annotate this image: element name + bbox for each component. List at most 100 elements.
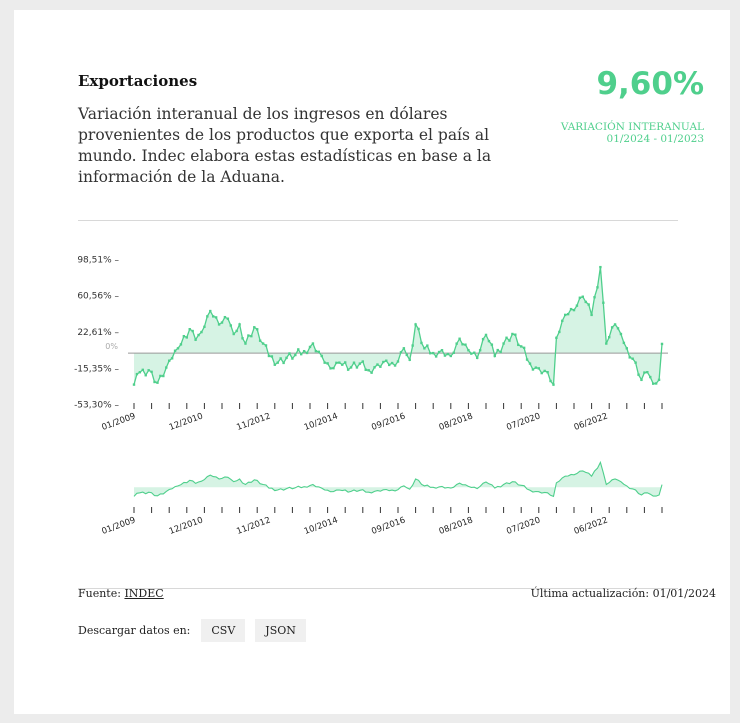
data-point [220,321,224,324]
data-point [487,339,491,343]
data-point [596,286,599,289]
data-point [232,332,235,336]
brush-tick-label: 08/2018 [438,515,475,536]
x-tick-label: 01/2009 [100,411,137,432]
data-point [508,339,511,342]
data-point [478,349,482,352]
csv-button[interactable]: CSV [201,619,246,642]
data-point [349,366,353,369]
data-point [173,349,177,352]
data-point [396,360,400,363]
data-point [150,370,153,374]
brush-tick-label: 10/2014 [303,515,340,536]
data-point [291,357,294,360]
brush-tick-label: 01/2009 [100,515,137,536]
data-point [549,379,552,383]
last-updated: Última actualización: 01/01/2024 [530,587,716,600]
data-point [493,354,496,358]
data-point [159,374,162,378]
area-fill [134,267,662,385]
data-point [464,343,467,346]
data-point [657,378,661,382]
data-point [294,353,297,357]
data-point [200,330,203,334]
data-point [511,332,514,336]
data-point [429,352,432,355]
data-point [185,336,188,339]
data-point [420,341,423,345]
data-point [288,352,291,355]
data-point [226,317,230,320]
data-point [654,382,658,385]
data-point [223,315,227,319]
data-point [578,296,582,299]
data-point [569,307,573,311]
data-point [525,358,529,361]
data-point [443,354,447,357]
data-point [311,342,315,345]
data-point [179,343,183,346]
data-point [329,367,332,370]
source-link[interactable]: INDEC [124,587,164,600]
data-point [229,324,232,327]
data-point [555,336,558,340]
data-point [534,366,538,369]
data-point [194,338,197,341]
data-point [640,378,643,382]
brush-chart[interactable]: 01/2009 12/2010 11/2012 10/2014 09/2016 08/20… [0,460,740,540]
data-point [279,357,282,360]
data-point [338,361,341,364]
data-point [247,334,250,337]
data-point [616,327,620,330]
chart-description: Variación interanual de los ingresos en … [78,105,492,186]
data-point [461,343,464,346]
data-point [297,348,300,351]
data-point [341,363,344,366]
data-point [285,356,288,360]
data-point [197,333,200,337]
data-point [379,365,382,368]
data-point [323,361,326,364]
data-point [440,349,444,352]
data-point [241,337,244,340]
source: Fuente: INDEC [78,587,164,600]
data-point [267,354,271,358]
y-tick-label: 22,61% – [77,328,119,338]
data-point [326,362,329,365]
json-button[interactable]: JSON [255,619,306,642]
data-point [496,348,499,352]
data-point [141,368,144,372]
data-point [235,329,238,333]
data-point [344,361,347,364]
data-point [643,371,646,374]
data-point [273,363,276,366]
data-point [426,344,429,347]
headline-value: 9,60% [596,66,704,102]
x-tick-label: 11/2012 [235,411,272,432]
data-point [467,349,470,352]
x-tick-label: 06/2022 [573,411,610,432]
data-point [135,372,139,376]
data-point [581,295,584,298]
data-point [346,368,350,371]
data-point [238,323,241,326]
data-point [602,301,605,304]
data-point [370,371,373,374]
data-point [352,361,356,364]
brush-tick-label: 07/2020 [505,515,542,536]
data-point [558,330,561,334]
download-bar: Descargar datos en: CSV JSON [78,619,306,642]
x-tick-label: 10/2014 [303,411,340,432]
data-point [470,352,473,355]
data-point [619,332,623,336]
data-point [214,316,218,319]
data-point [212,315,215,318]
data-point [590,313,593,317]
x-tick-label: 07/2020 [505,411,542,432]
data-point [156,381,159,384]
data-point [209,309,212,313]
data-point [473,351,476,354]
data-point [264,344,268,347]
data-point [144,374,147,377]
data-point [388,363,391,367]
